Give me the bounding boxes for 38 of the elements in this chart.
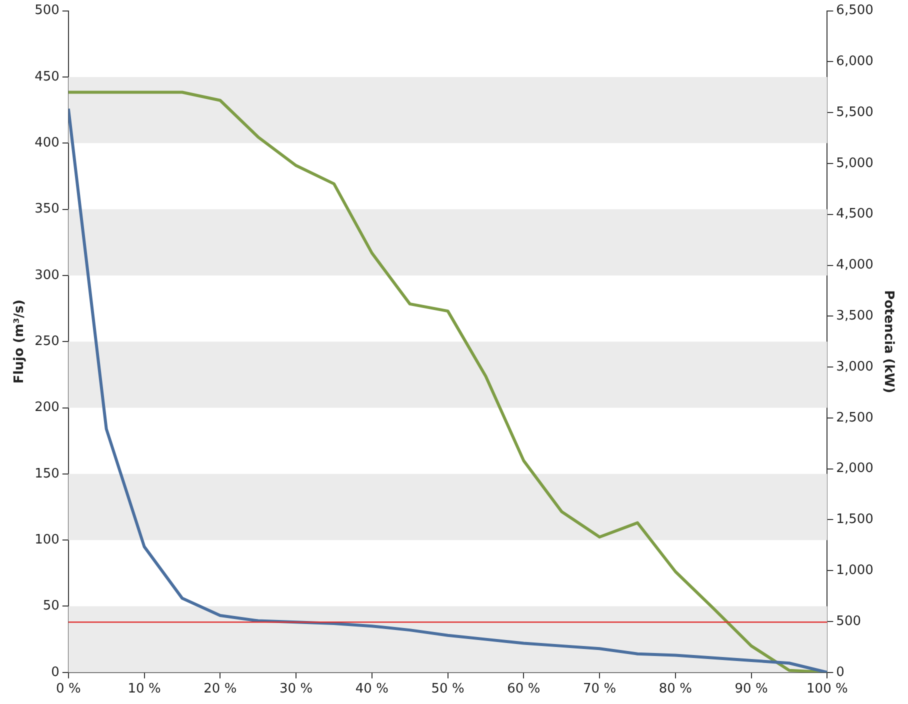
x-tick-label: 100 % xyxy=(806,682,848,697)
x-tick-label: 50 % xyxy=(431,682,464,697)
y2-tick-label: 0 xyxy=(836,664,844,680)
y2-tick-label: 3,500 xyxy=(836,308,874,324)
y-tick-label: 400 xyxy=(34,135,60,150)
y-tick-label: 450 xyxy=(34,69,60,84)
y2-tick-label: 500 xyxy=(836,614,862,629)
y-tick-label: 100 xyxy=(34,532,60,548)
x-tick-label: 70 % xyxy=(583,682,616,697)
y2-tick-label: 1,000 xyxy=(836,562,874,578)
y2-tick-label: 3,000 xyxy=(836,359,874,374)
y2-tick-label: 2,500 xyxy=(836,410,874,426)
y2-tick-label: 4,500 xyxy=(836,206,874,222)
y2-tick-label: 5,500 xyxy=(836,104,874,120)
y2-tick-label: 6,500 xyxy=(836,3,874,18)
y-tick-label: 300 xyxy=(34,268,60,283)
x-tick-label: 60 % xyxy=(507,682,540,697)
y2-tick-label: 2,000 xyxy=(836,461,874,476)
y-tick-label: 50 xyxy=(42,598,60,614)
y2-tick-label: 6,000 xyxy=(836,54,874,70)
y2-tick-label: 4,000 xyxy=(836,258,874,273)
x-tick-label: 0 % xyxy=(56,682,81,697)
x-tick-label: 40 % xyxy=(355,682,388,697)
y-tick-label: 250 xyxy=(34,334,60,349)
x-tick-label: 20 % xyxy=(204,682,237,697)
x-tick-label: 80 % xyxy=(658,682,692,697)
x-tick-label: 30 % xyxy=(280,682,313,697)
y-tick-label: 150 xyxy=(34,466,60,482)
y-tick-label: 200 xyxy=(34,400,60,416)
y-tick-label: 350 xyxy=(34,202,60,217)
y2-axis-title: Potencia (kW) xyxy=(880,290,896,394)
x-tick-label: 10 % xyxy=(128,682,161,697)
y2-tick-label: 5,000 xyxy=(836,156,874,171)
y-axis-title: Flujo (m³/s) xyxy=(12,300,28,384)
y-tick-label: 500 xyxy=(34,3,60,18)
y2-tick-label: 1,500 xyxy=(836,512,874,528)
x-tick-label: 90 % xyxy=(734,682,768,697)
y-tick-label: 0 xyxy=(51,664,60,680)
